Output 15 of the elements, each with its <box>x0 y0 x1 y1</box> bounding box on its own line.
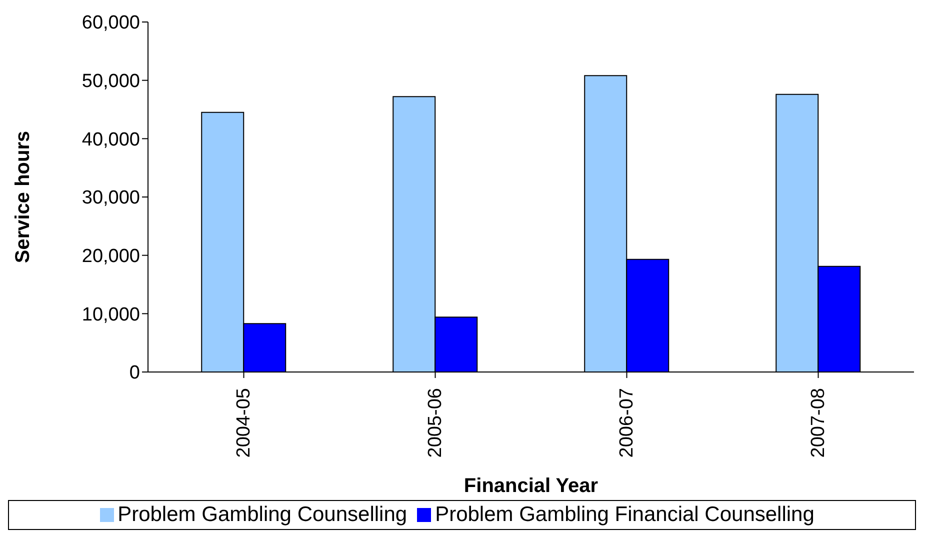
y-tick-label: 50,000 <box>82 71 140 92</box>
x-tick-label: 2006-07 <box>616 388 638 458</box>
legend-label: Problem Gambling Counselling <box>118 503 408 526</box>
y-tick-label: 0 <box>129 362 140 384</box>
y-axis-title: Service hours <box>12 130 34 264</box>
y-tick-label: 20,000 <box>82 246 140 268</box>
y-tick-label: 40,000 <box>82 129 140 150</box>
y-tick-label: 30,000 <box>82 188 140 209</box>
x-axis-title: Financial Year <box>464 475 598 497</box>
x-tick-label: 2007-08 <box>808 388 829 458</box>
legend-label: Problem Gambling Financial Counselling <box>435 503 814 526</box>
y-tick-label: 60,000 <box>82 12 140 34</box>
y-tick-label: 10,000 <box>82 304 140 326</box>
x-tick-label: 2005-06 <box>424 388 446 458</box>
x-tick-label: 2004-05 <box>233 388 254 458</box>
